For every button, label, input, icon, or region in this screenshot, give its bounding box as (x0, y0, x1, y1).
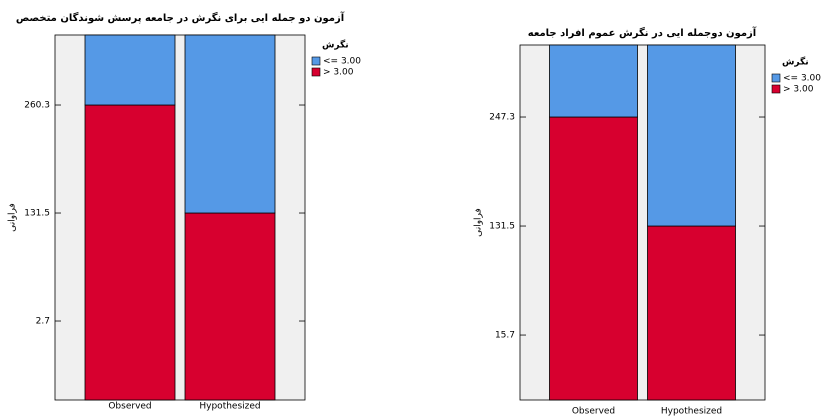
y-tick-label: 131.5 (489, 222, 515, 232)
y-tick-label: 247.3 (489, 113, 515, 123)
legend-title: نگرش (322, 39, 349, 51)
bar-segment (549, 116, 638, 401)
bar-segment (184, 212, 276, 401)
legend-label: <= 3.00 (323, 57, 361, 67)
legend-swatch (771, 84, 781, 94)
x-tick-label: Hypothesized (661, 407, 722, 416)
bar-segment (84, 104, 176, 401)
chart-title: آزمون دو جمله ایی برای نگرش در جامعه پرس… (16, 11, 345, 24)
y-tick-label: 2.7 (36, 317, 50, 327)
legend-swatch (311, 67, 321, 77)
bar-segment (647, 44, 736, 227)
y-tick-label: 260.3 (24, 101, 50, 111)
x-tick-label: Hypothesized (199, 402, 260, 412)
y-tick-label: 15.7 (495, 331, 515, 341)
legend-swatch (311, 56, 321, 66)
legend-label: <= 3.00 (783, 74, 821, 84)
bar-segment (549, 44, 638, 118)
y-axis-label: فراوانی (474, 208, 484, 237)
x-tick-label: Observed (572, 407, 615, 416)
legend-label: > 3.00 (323, 68, 354, 78)
legend-label: > 3.00 (783, 85, 814, 95)
legend-title: نگرش (782, 56, 809, 68)
legend-swatch (771, 73, 781, 83)
chart-title: آزمون دوجمله ایی در نگرش عموم افراد جامع… (528, 26, 757, 39)
x-tick-label: Observed (108, 402, 151, 412)
bar-segment (184, 34, 276, 214)
bar-segment (84, 34, 176, 106)
y-axis-label: فراوانی (8, 203, 18, 232)
bar-segment (647, 225, 736, 401)
y-tick-label: 131.5 (24, 209, 50, 219)
